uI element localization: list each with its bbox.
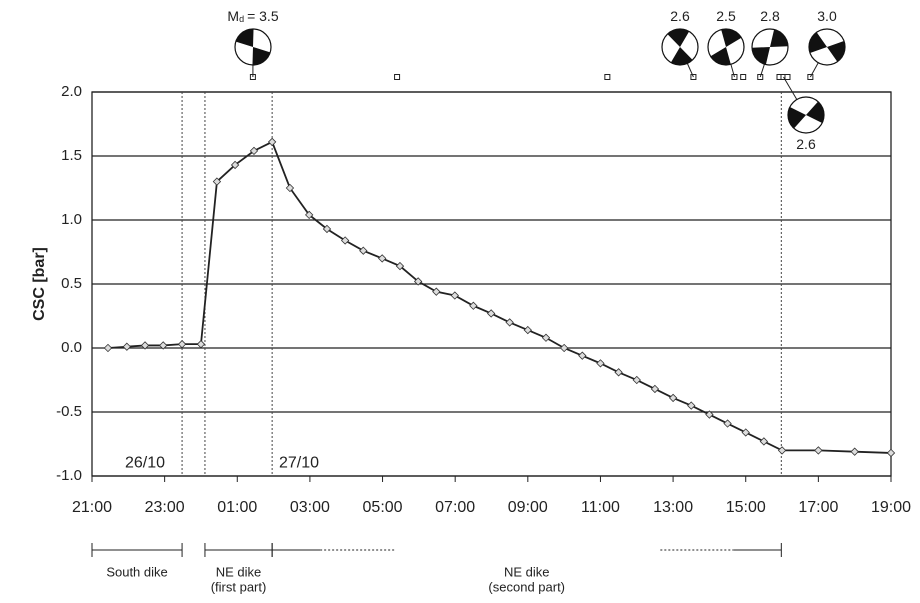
magnitude-label: Md= 3.5 bbox=[227, 8, 278, 25]
y-axis-label: CSC [bar] bbox=[31, 247, 48, 321]
data-point bbox=[433, 288, 440, 295]
x-tick-label: 03:00 bbox=[290, 499, 330, 516]
phase-label: South dike bbox=[106, 564, 167, 579]
earthquake-event bbox=[785, 75, 790, 80]
y-tick-label: 1.5 bbox=[61, 147, 82, 164]
x-tick-label: 13:00 bbox=[653, 499, 693, 516]
data-point bbox=[815, 447, 822, 454]
magnitude-label: 3.0 bbox=[817, 8, 837, 24]
x-tick-label: 11:00 bbox=[581, 499, 620, 516]
data-point bbox=[760, 438, 767, 445]
magnitude-label-part: 2.5 bbox=[716, 8, 736, 24]
data-point bbox=[451, 292, 458, 299]
x-tick-label: 21:00 bbox=[72, 499, 112, 516]
data-point bbox=[506, 319, 513, 326]
date-label: 26/10 bbox=[125, 454, 165, 471]
data-point bbox=[197, 341, 204, 348]
data-point bbox=[524, 326, 531, 333]
data-point bbox=[379, 255, 386, 262]
data-point bbox=[360, 247, 367, 254]
earthquake-event bbox=[395, 75, 400, 80]
data-point bbox=[579, 352, 586, 359]
magnitude-label: 2.5 bbox=[716, 8, 736, 24]
data-point bbox=[178, 341, 185, 348]
data-point bbox=[887, 449, 894, 456]
earthquake-event bbox=[741, 75, 746, 80]
magnitude-label-part: 2.8 bbox=[760, 8, 780, 24]
data-point bbox=[269, 138, 276, 145]
x-tick-label: 07:00 bbox=[435, 499, 475, 516]
data-point bbox=[633, 376, 640, 383]
data-point bbox=[104, 344, 111, 351]
x-tick-label: 01:00 bbox=[217, 499, 257, 516]
data-point bbox=[651, 385, 658, 392]
x-tick-label: 09:00 bbox=[508, 499, 548, 516]
phase-label: NE dike bbox=[504, 564, 550, 579]
data-point bbox=[724, 420, 731, 427]
magnitude-label: 2.6 bbox=[796, 136, 816, 152]
date-label: 27/10 bbox=[279, 454, 319, 471]
data-point bbox=[688, 402, 695, 409]
data-point bbox=[597, 360, 604, 367]
data-point bbox=[123, 343, 130, 350]
data-point bbox=[669, 394, 676, 401]
phase-label: (second part) bbox=[488, 579, 565, 594]
magnitude-label-part: M bbox=[227, 8, 239, 24]
data-point bbox=[742, 429, 749, 436]
magnitude-label: 2.6 bbox=[670, 8, 690, 24]
data-point bbox=[615, 369, 622, 376]
magnitude-label-part: d bbox=[239, 14, 244, 24]
y-tick-label: 1.0 bbox=[61, 211, 82, 228]
magnitude-label: 2.8 bbox=[760, 8, 780, 24]
magnitude-label-part: 2.6 bbox=[796, 136, 816, 152]
x-tick-label: 19:00 bbox=[871, 499, 911, 516]
x-tick-label: 17:00 bbox=[798, 499, 838, 516]
data-point bbox=[470, 302, 477, 309]
x-tick-label: 23:00 bbox=[145, 499, 185, 516]
magnitude-label-part: 2.6 bbox=[670, 8, 690, 24]
y-tick-label: 0.5 bbox=[61, 275, 82, 292]
earthquake-event bbox=[605, 75, 610, 80]
data-point bbox=[561, 344, 568, 351]
y-tick-label: 0.0 bbox=[61, 339, 82, 356]
phase-label: (first part) bbox=[211, 579, 267, 594]
y-tick-label: -1.0 bbox=[56, 467, 82, 484]
x-tick-label: 05:00 bbox=[363, 499, 403, 516]
data-point bbox=[542, 334, 549, 341]
data-point bbox=[851, 448, 858, 455]
magnitude-label-part: 3.0 bbox=[817, 8, 837, 24]
phase-label: NE dike bbox=[216, 564, 262, 579]
y-tick-label: -0.5 bbox=[56, 403, 82, 420]
data-line bbox=[108, 142, 891, 453]
data-point bbox=[778, 447, 785, 454]
y-tick-label: 2.0 bbox=[61, 83, 82, 100]
x-tick-label: 15:00 bbox=[726, 499, 766, 516]
data-point bbox=[488, 310, 495, 317]
magnitude-label-part: = 3.5 bbox=[247, 8, 279, 24]
